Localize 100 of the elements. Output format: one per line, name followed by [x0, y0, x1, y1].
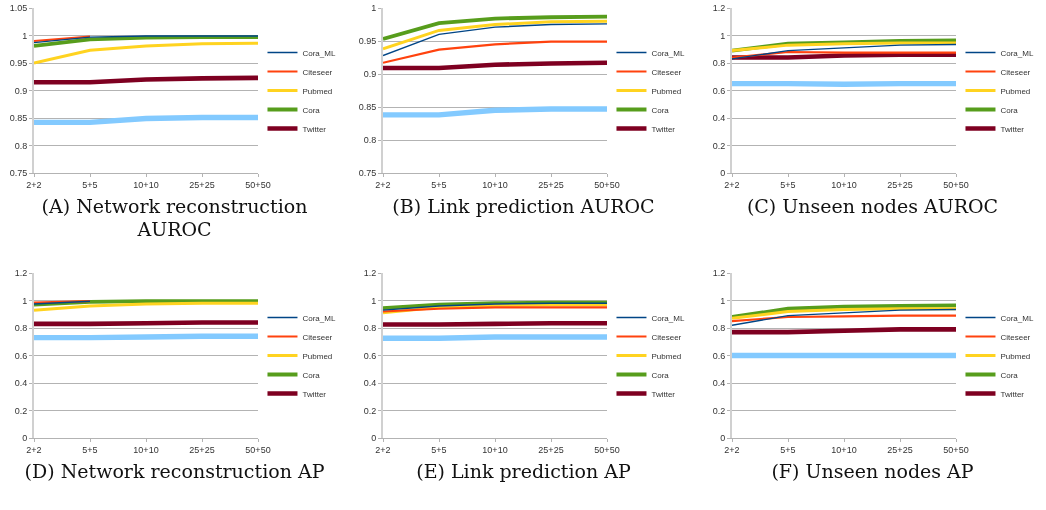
text: (A) Network reconstruction AUROC [40, 195, 309, 241]
y-tick-label: 1.2 [712, 268, 726, 279]
legend-label: Twitter [302, 389, 327, 399]
x-tick-label: 50+50 [594, 179, 620, 190]
x-tick-label: 2+2 [26, 179, 42, 190]
legend-label: Citeseer [302, 67, 333, 77]
y-tick-label: 0.95 [9, 58, 28, 69]
y-tick-label: 0.6 [712, 350, 726, 361]
y-tick-label: 0.8 [14, 140, 28, 151]
x-tick-label: 2+2 [375, 444, 391, 455]
y-tick-label: 0.8 [363, 135, 377, 146]
y-tick-label: 0.4 [14, 378, 28, 389]
y-tick-label: 0.8 [712, 58, 726, 69]
x-tick-label: 2+2 [724, 179, 740, 190]
y-tick-label: 1.2 [712, 3, 726, 14]
legend-label: Cora [651, 105, 670, 115]
x-tick-label: 50+50 [943, 179, 969, 190]
text: (E) Link prediction AP [415, 460, 632, 483]
y-tick-label: 0.4 [712, 113, 726, 124]
x-tick-label: 10+10 [831, 444, 857, 455]
y-tick-label: 1 [22, 30, 28, 41]
legend-label: Pubmed [302, 351, 333, 361]
y-tick-label: 1 [720, 295, 726, 306]
legend-label: Citeseer [651, 67, 682, 77]
y-tick-label: 0.8 [363, 323, 377, 334]
x-tick-label: 5+5 [82, 444, 98, 455]
y-tick-label: 0.2 [14, 405, 28, 416]
y-tick-label: 0.2 [712, 140, 726, 151]
x-tick-label: 5+5 [780, 444, 796, 455]
x-tick-label: 25+25 [538, 179, 564, 190]
legend-label: Pubmed [1000, 86, 1031, 96]
y-tick-label: 1.05 [9, 3, 28, 14]
y-tick-label: 0.9 [14, 85, 28, 96]
x-tick-label: 10+10 [831, 179, 857, 190]
y-tick-label: 0 [22, 433, 28, 444]
y-tick-label: 0.2 [712, 405, 726, 416]
legend-label: Pubmed [651, 351, 682, 361]
y-tick-label: 0.2 [363, 405, 377, 416]
legend-label: Cora_ML [651, 48, 685, 58]
legend-label: Twitter [302, 124, 327, 134]
legend-label: Citeseer [1000, 332, 1031, 342]
y-tick-label: 0.4 [363, 378, 377, 389]
y-tick-label: 0.8 [14, 323, 28, 334]
x-tick-label: 25+25 [887, 179, 913, 190]
legend-label: Cora_ML [651, 313, 685, 323]
legend-label: Cora_ML [302, 48, 336, 58]
legend-label: Cora [302, 370, 321, 380]
y-tick-label: 0.8 [712, 323, 726, 334]
line-series [732, 307, 956, 320]
y-tick-label: 1 [371, 3, 377, 14]
y-tick-label: 0.9 [363, 69, 377, 80]
x-tick-label: 50+50 [245, 444, 271, 455]
x-tick-label: 10+10 [482, 444, 508, 455]
legend-label: Cora_ML [302, 313, 336, 323]
y-tick-label: 0.85 [9, 113, 28, 124]
legend-label: Citeseer [1000, 67, 1031, 77]
x-tick-label: 50+50 [594, 444, 620, 455]
legend-label: Twitter [651, 389, 676, 399]
x-tick-label: 2+2 [26, 444, 42, 455]
x-tick-label: 25+25 [538, 444, 564, 455]
legend-label: Pubmed [302, 86, 333, 96]
y-tick-label: 0.4 [712, 378, 726, 389]
x-tick-label: 5+5 [780, 179, 796, 190]
text: (B) Link prediction AUROC [391, 195, 656, 218]
y-tick-label: 0.75 [9, 168, 28, 179]
x-tick-label: 5+5 [82, 179, 98, 190]
x-tick-label: 5+5 [431, 444, 447, 455]
legend-label: Cora [302, 105, 321, 115]
text: (C) Unseen nodes AUROC [745, 195, 1000, 218]
x-tick-label: 50+50 [943, 444, 969, 455]
legend-label: Cora_ML [1000, 313, 1034, 323]
x-tick-label: 50+50 [245, 179, 271, 190]
y-tick-label: 0.6 [712, 85, 726, 96]
legend-label: Citeseer [651, 332, 682, 342]
legend-label: Cora_ML [1000, 48, 1034, 58]
y-tick-label: 0.6 [14, 350, 28, 361]
x-tick-label: 25+25 [189, 444, 215, 455]
y-tick-label: 0 [720, 433, 726, 444]
legend-label: Cora [651, 370, 670, 380]
y-tick-label: 1.2 [14, 268, 28, 279]
legend-label: Twitter [1000, 389, 1025, 399]
x-tick-label: 25+25 [887, 444, 913, 455]
legend-label: Twitter [1000, 124, 1025, 134]
x-tick-label: 10+10 [482, 179, 508, 190]
legend-label: Cora [1000, 370, 1019, 380]
y-tick-label: 1 [22, 295, 28, 306]
x-tick-label: 25+25 [189, 179, 215, 190]
legend-label: Pubmed [651, 86, 682, 96]
y-tick-label: 0.6 [363, 350, 377, 361]
y-tick-label: 0 [720, 168, 726, 179]
x-tick-label: 5+5 [431, 179, 447, 190]
y-tick-label: 1 [371, 295, 377, 306]
y-tick-label: 0.95 [358, 36, 377, 47]
legend-label: Citeseer [302, 332, 333, 342]
y-tick-label: 0 [371, 433, 377, 444]
line-series [732, 43, 956, 60]
legend-label: Pubmed [1000, 351, 1031, 361]
x-tick-label: 2+2 [724, 444, 740, 455]
y-tick-label: 1 [720, 30, 726, 41]
x-tick-label: 2+2 [375, 179, 391, 190]
